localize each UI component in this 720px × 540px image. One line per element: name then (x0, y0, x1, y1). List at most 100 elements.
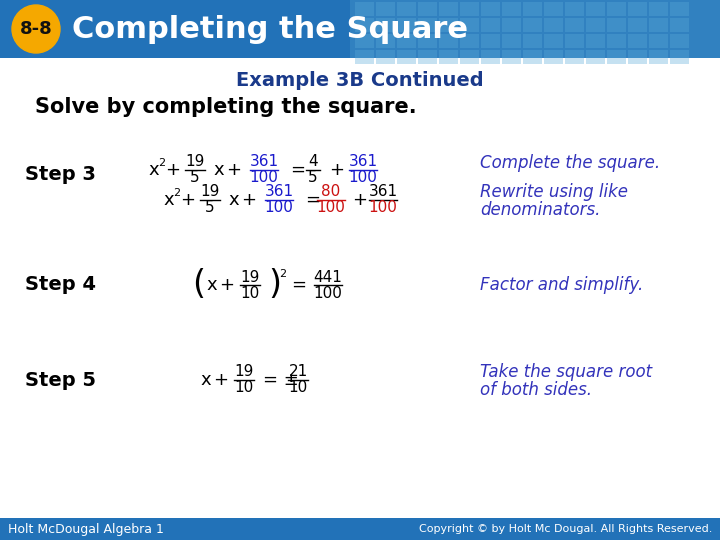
Text: Example 3B Continued: Example 3B Continued (236, 71, 484, 90)
Bar (670, 18, 689, 32)
Text: (: ( (192, 268, 205, 301)
Bar (670, 34, 689, 48)
Bar (439, 18, 458, 32)
Text: 100: 100 (264, 200, 294, 215)
Bar (460, 18, 479, 32)
Text: Factor and simplify.: Factor and simplify. (480, 276, 643, 294)
Text: =: = (290, 161, 305, 179)
Text: +: + (226, 161, 241, 179)
Text: 2: 2 (279, 269, 286, 279)
Text: 100: 100 (317, 200, 346, 215)
Bar (628, 2, 647, 16)
Text: 361: 361 (264, 185, 294, 199)
Bar (355, 18, 374, 32)
Bar (649, 34, 668, 48)
Text: Rewrite using like: Rewrite using like (480, 183, 628, 201)
Text: Solve by completing the square.: Solve by completing the square. (35, 97, 417, 117)
Bar (607, 18, 626, 32)
Bar (355, 2, 374, 16)
Text: =: = (291, 276, 306, 294)
Bar (670, 50, 689, 64)
Bar (544, 18, 563, 32)
Bar (565, 2, 584, 16)
Bar (607, 50, 626, 64)
Bar (355, 50, 374, 64)
Text: +: + (352, 191, 367, 209)
Bar (649, 18, 668, 32)
Text: +: + (165, 161, 180, 179)
Bar (439, 50, 458, 64)
Bar (355, 34, 374, 48)
Bar (397, 34, 416, 48)
Text: x: x (163, 191, 174, 209)
Bar (418, 18, 437, 32)
Bar (397, 18, 416, 32)
Text: 2: 2 (158, 158, 165, 168)
Bar (565, 50, 584, 64)
Text: 100: 100 (369, 200, 397, 215)
Bar (502, 18, 521, 32)
Bar (649, 50, 668, 64)
Text: 2: 2 (173, 188, 180, 198)
Bar (670, 2, 689, 16)
Bar (502, 2, 521, 16)
Bar (649, 2, 668, 16)
Text: =: = (305, 191, 320, 209)
Bar (628, 50, 647, 64)
Text: 441: 441 (314, 269, 343, 285)
Text: denominators.: denominators. (480, 201, 600, 219)
Text: Step 4: Step 4 (25, 275, 96, 294)
Bar (586, 18, 605, 32)
Text: 5: 5 (190, 171, 200, 186)
Text: +: + (241, 191, 256, 209)
Bar (439, 2, 458, 16)
Bar (418, 34, 437, 48)
Bar (607, 2, 626, 16)
Text: 5: 5 (308, 171, 318, 186)
Text: +: + (219, 276, 234, 294)
Text: 10: 10 (235, 381, 253, 395)
Bar (523, 18, 542, 32)
Bar (544, 50, 563, 64)
Text: 8-8: 8-8 (19, 20, 53, 38)
Bar (502, 50, 521, 64)
Bar (460, 2, 479, 16)
Bar (481, 34, 500, 48)
Text: Take the square root: Take the square root (480, 363, 652, 381)
Bar (418, 2, 437, 16)
Text: +: + (180, 191, 195, 209)
Text: 19: 19 (200, 185, 220, 199)
Text: 100: 100 (348, 171, 377, 186)
Bar (0, 518, 720, 540)
Text: 19: 19 (185, 154, 204, 170)
Text: x: x (213, 161, 224, 179)
Text: ): ) (268, 268, 281, 301)
Text: 19: 19 (234, 364, 253, 380)
Text: 100: 100 (250, 171, 279, 186)
Text: +: + (329, 161, 344, 179)
Bar (397, 50, 416, 64)
Text: 361: 361 (369, 185, 397, 199)
Text: x: x (148, 161, 158, 179)
Text: Complete the square.: Complete the square. (480, 154, 660, 172)
Bar (376, 2, 395, 16)
Bar (418, 50, 437, 64)
Bar (607, 34, 626, 48)
Bar (523, 34, 542, 48)
Bar (460, 34, 479, 48)
Text: 19: 19 (240, 269, 260, 285)
Bar (376, 34, 395, 48)
Bar (565, 18, 584, 32)
Bar (586, 2, 605, 16)
Text: of both sides.: of both sides. (480, 381, 592, 399)
Text: 100: 100 (314, 286, 343, 300)
Text: x: x (228, 191, 238, 209)
Text: +: + (213, 371, 228, 389)
Circle shape (12, 5, 60, 53)
Text: x: x (200, 371, 211, 389)
Text: = ±: = ± (263, 371, 299, 389)
Bar (544, 2, 563, 16)
Bar (481, 2, 500, 16)
Text: Completing the Square: Completing the Square (72, 15, 468, 44)
Bar (397, 2, 416, 16)
